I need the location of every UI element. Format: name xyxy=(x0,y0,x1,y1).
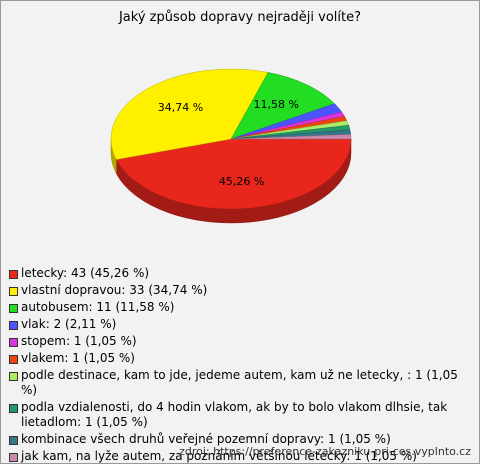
legend-label: podla vzdialenosti, do 4 hodin vlakom, a… xyxy=(21,400,448,429)
slice xyxy=(230,72,336,140)
legend-item: vlakem: 1 (1,05 %) xyxy=(9,351,464,366)
legend-item: podle destinace, kam to jde, jedeme aute… xyxy=(9,368,464,398)
legend-label: stopem: 1 (1,05 %) xyxy=(21,334,137,348)
slice-label: 45,26 % xyxy=(219,175,264,188)
legend-swatch xyxy=(9,338,18,347)
legend-swatch xyxy=(9,436,18,445)
legend-swatch xyxy=(9,404,18,413)
legend-swatch xyxy=(9,355,18,364)
slice xyxy=(115,138,352,210)
legend-label: vlakem: 1 (1,05 %) xyxy=(21,351,135,365)
slice-label: 34,74 % xyxy=(158,101,203,114)
slice-label: 11,58 % xyxy=(253,98,298,111)
legend-label: kombinace všech druhů veřejné pozemní do… xyxy=(21,432,391,446)
pie: 45,26 % 34,74 % 11,58 % xyxy=(110,68,352,224)
legend-label: podle destinace, kam to jde, jedeme aute… xyxy=(21,368,458,397)
legend-item: podla vzdialenosti, do 4 hodin vlakom, a… xyxy=(9,400,464,430)
legend-label: letecky: 43 (45,26 %) xyxy=(21,266,150,280)
legend-item: jak kam, na lyže autem, za poznáním větš… xyxy=(9,449,464,463)
chart-title: Jaký způsob dopravy nejraději volíte? xyxy=(118,10,362,25)
legend-swatch xyxy=(9,453,18,462)
legend: letecky: 43 (45,26 %) vlastní dopravou: 3… xyxy=(9,266,464,463)
legend-label: autobusem: 11 (11,58 %) xyxy=(21,300,175,314)
legend-swatch xyxy=(9,287,18,296)
legend-swatch xyxy=(9,321,18,330)
legend-swatch xyxy=(9,372,18,381)
legend-item: autobusem: 11 (11,58 %) xyxy=(9,300,464,315)
slice xyxy=(110,68,269,160)
slice xyxy=(230,134,352,140)
legend-item: kombinace všech druhů veřejné pozemní do… xyxy=(9,432,464,447)
legend-item: vlastní dopravou: 33 (34,74 %) xyxy=(9,283,464,298)
legend-label: jak kam, na lyže autem, za poznáním větš… xyxy=(21,449,417,463)
source: zdroj: https://preference-zakazniku-pri-… xyxy=(179,445,471,458)
legend-item: stopem: 1 (1,05 %) xyxy=(9,334,464,349)
legend-swatch xyxy=(9,270,18,279)
legend-item: letecky: 43 (45,26 %) xyxy=(9,266,464,281)
legend-label: vlak: 2 (2,11 %) xyxy=(21,317,117,331)
legend-label: vlastní dopravou: 33 (34,74 %) xyxy=(21,283,208,297)
legend-swatch xyxy=(9,304,18,313)
legend-item: vlak: 2 (2,11 %) xyxy=(9,317,464,332)
